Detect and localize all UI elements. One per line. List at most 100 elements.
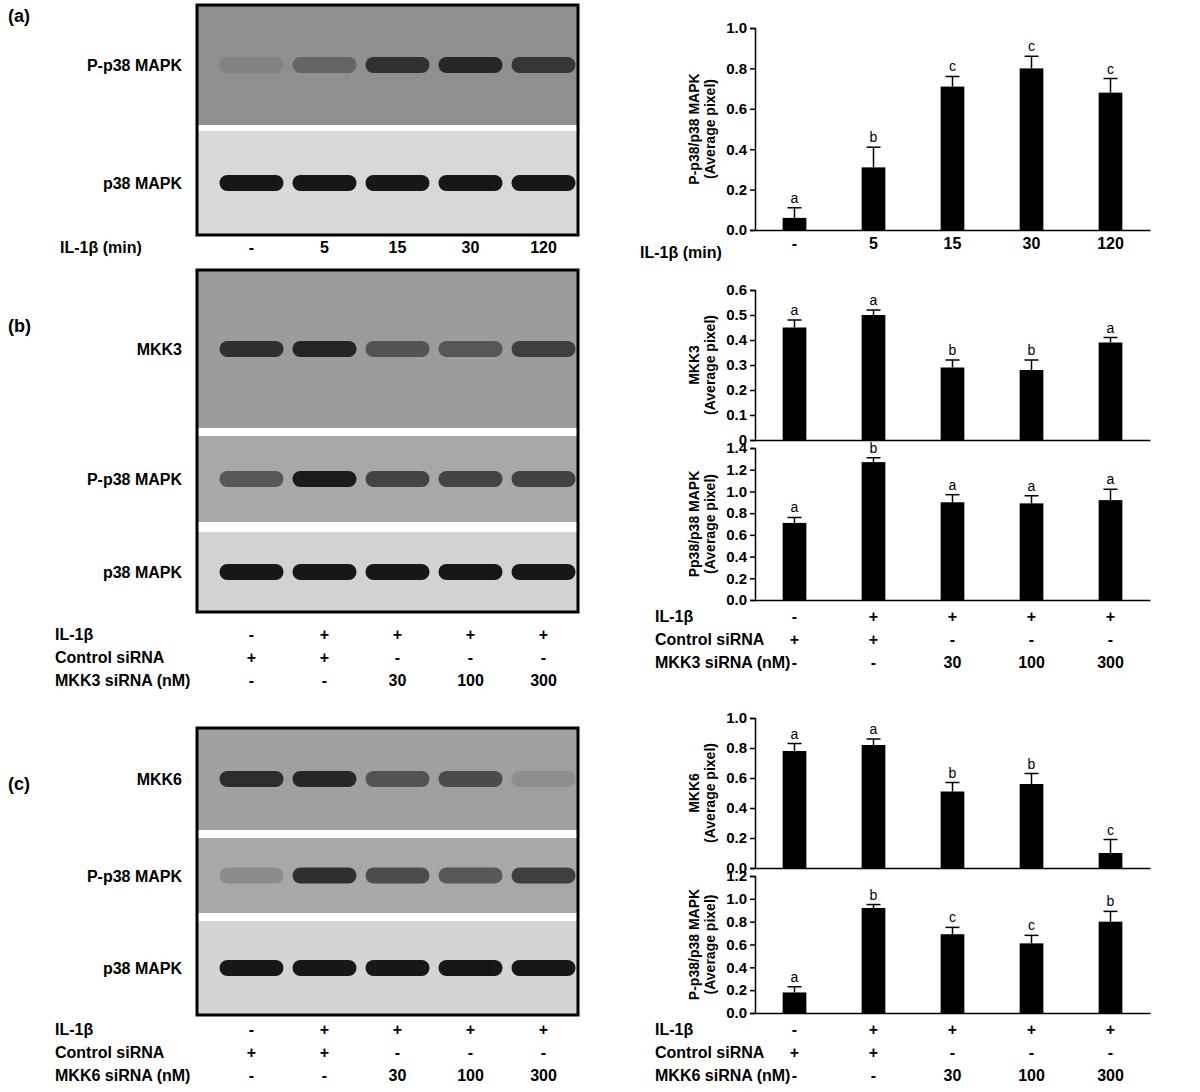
y-tick-mark — [750, 990, 755, 992]
error-cap — [867, 904, 881, 906]
blot-separator — [199, 522, 576, 532]
condition-value: - — [871, 1067, 876, 1084]
y-tick-label: 1.0 — [726, 483, 747, 500]
panel-label: (c) — [8, 774, 30, 794]
condition-label: Control siRNA — [655, 1044, 765, 1061]
lane-condition-value: - — [541, 1044, 546, 1061]
y-tick-mark — [750, 868, 755, 870]
error-bar — [867, 310, 881, 315]
significance-label: b — [870, 887, 878, 903]
y-axis-title: P-p38/p38 MAPK(Average pixel) — [686, 889, 718, 1000]
lane-condition-value: - — [468, 1044, 473, 1061]
y-tick-label: 1.4 — [726, 439, 748, 456]
x-axis: -51530120 — [756, 231, 1151, 253]
lane-condition-value: - — [322, 672, 327, 689]
blot-separator — [199, 913, 576, 921]
error-cap — [1025, 773, 1039, 775]
significance-label: b — [1028, 342, 1036, 358]
y-tick: 0.6 — [726, 936, 755, 953]
y-axis-line — [750, 291, 756, 441]
bar — [1099, 93, 1123, 230]
blot-band — [512, 175, 576, 191]
bar — [862, 745, 886, 868]
bar — [783, 328, 807, 441]
bar — [941, 368, 965, 441]
condition-value: + — [790, 1044, 799, 1061]
bar — [783, 751, 807, 868]
error-bar — [1104, 840, 1118, 854]
lane-condition-value: 30 — [389, 672, 407, 689]
lane-condition-label: Control siRNA — [55, 649, 165, 666]
error-line — [952, 783, 954, 792]
y-axis-title-line: Pp38/p38 MAPK — [686, 471, 702, 578]
error-cap — [946, 76, 960, 78]
blot-band — [220, 57, 284, 73]
lane-condition-value: - — [249, 239, 254, 256]
x-axis — [756, 868, 1151, 869]
error-bar — [788, 320, 802, 328]
bar — [862, 908, 886, 1013]
lane-condition-value: - — [249, 626, 254, 643]
significance-label: c — [949, 909, 956, 925]
condition-value: - — [1029, 631, 1034, 648]
condition-value: + — [948, 1021, 957, 1038]
blot-band — [512, 771, 576, 787]
significance-label: c — [1028, 38, 1035, 54]
y-tick: 1.2 — [726, 867, 755, 884]
y-tick: 0.0 — [726, 591, 755, 608]
error-cap — [788, 743, 802, 745]
chart: aabbc0.00.20.40.60.81.0MKK6(Average pixe… — [686, 709, 1151, 876]
y-tick-mark — [750, 440, 755, 442]
significance-label: b — [1028, 756, 1036, 772]
x-tick-label: 5 — [869, 235, 878, 252]
y-tick: 0.3 — [726, 356, 755, 373]
x-tick: - — [792, 235, 797, 252]
y-tick-label: 0.6 — [726, 936, 747, 953]
y-tick-mark — [750, 748, 755, 750]
condition-value: + — [1027, 608, 1036, 625]
condition-label: MKK3 siRNA (nM) — [655, 654, 790, 671]
error-line — [1110, 911, 1112, 921]
lane-condition-label: Control siRNA — [55, 1044, 165, 1061]
condition-value: + — [790, 631, 799, 648]
y-tick-label: 0.4 — [726, 799, 748, 816]
significance-label: b — [870, 440, 878, 456]
bar — [941, 792, 965, 869]
error-cap — [946, 782, 960, 784]
error-bar — [1104, 338, 1118, 343]
plot-marks — [783, 56, 1123, 230]
y-tick-label: 0.4 — [726, 548, 748, 565]
significance-label: a — [791, 499, 799, 515]
blot-band — [220, 341, 284, 357]
chart: abccc0.00.20.40.60.81.0-51530120IL-1β (m… — [640, 19, 1151, 261]
blot-band — [293, 341, 357, 357]
x-axis-line — [756, 440, 1151, 442]
chart: abaaa0.00.20.40.60.81.01.21.4Pp38/p38 MA… — [655, 439, 1151, 671]
y-tick-label: 0.1 — [726, 406, 747, 423]
y-tick: 0.6 — [726, 281, 755, 298]
significance-label: c — [949, 58, 956, 74]
lane-condition-value: + — [247, 649, 256, 666]
y-tick-label: 0.5 — [726, 306, 747, 323]
bar — [1099, 343, 1123, 441]
lane-condition-label: MKK3 siRNA (nM) — [55, 672, 190, 689]
condition-value: - — [1108, 631, 1113, 648]
condition-value: 100 — [1018, 1067, 1045, 1084]
blot-band — [220, 771, 284, 787]
y-tick-label: 0.4 — [726, 141, 748, 158]
y-tick: 0.4 — [726, 548, 755, 565]
error-bar — [946, 783, 960, 792]
blot-row-label: MKK6 — [137, 771, 182, 788]
x-tick: 120 — [1097, 235, 1124, 252]
y-tick: 0.0 — [726, 221, 755, 238]
blot-band — [366, 960, 430, 976]
lane-condition-value: - — [322, 1067, 327, 1084]
error-line — [794, 517, 796, 522]
y-tick-label: 0.8 — [726, 504, 747, 521]
error-line — [1110, 840, 1112, 854]
error-cap — [867, 309, 881, 311]
lane-condition-value: - — [395, 1044, 400, 1061]
y-tick-mark — [750, 340, 755, 342]
x-axis-line — [756, 1013, 1151, 1015]
condition-value: - — [950, 1044, 955, 1061]
